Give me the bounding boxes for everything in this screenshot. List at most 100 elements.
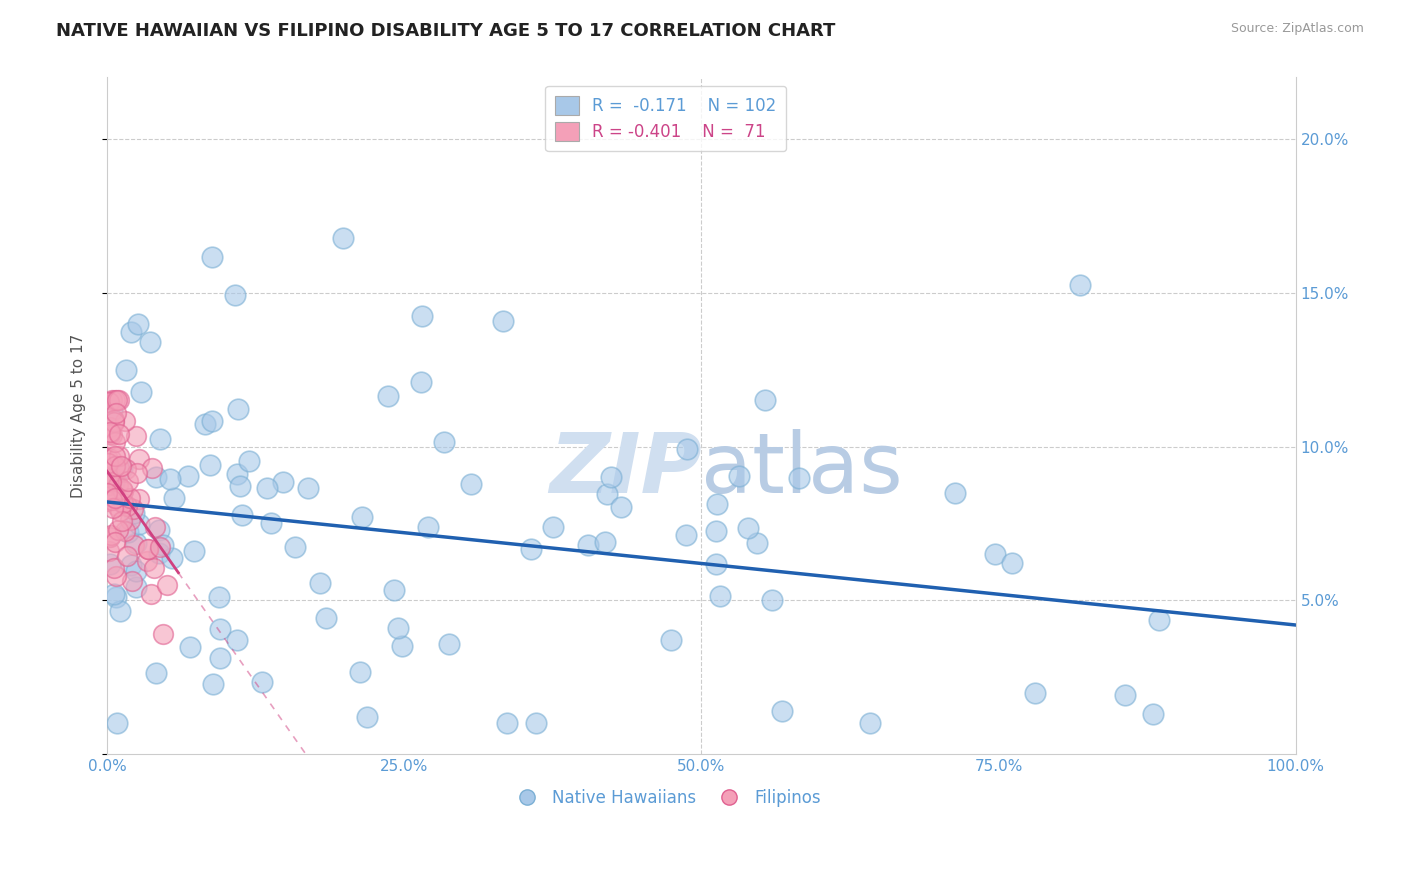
Point bbox=[104, 458, 127, 473]
Point bbox=[125, 466, 148, 480]
Point bbox=[117, 524, 139, 539]
Point bbox=[122, 538, 145, 552]
Point bbox=[149, 432, 172, 446]
Point bbox=[107, 449, 129, 463]
Point bbox=[160, 550, 183, 565]
Point bbox=[747, 535, 769, 549]
Point bbox=[111, 483, 134, 497]
Point bbox=[103, 587, 125, 601]
Point bbox=[706, 524, 728, 538]
Legend: Native Hawaiians, Filipinos: Native Hawaiians, Filipinos bbox=[503, 782, 828, 814]
Point bbox=[226, 467, 249, 481]
Point bbox=[152, 538, 174, 552]
Point bbox=[709, 590, 731, 604]
Point bbox=[107, 393, 129, 408]
Point bbox=[754, 393, 776, 408]
Point bbox=[110, 604, 132, 618]
Point bbox=[128, 517, 150, 532]
Point bbox=[208, 590, 231, 604]
Point bbox=[129, 385, 152, 400]
Text: Source: ZipAtlas.com: Source: ZipAtlas.com bbox=[1230, 22, 1364, 36]
Point bbox=[229, 478, 252, 492]
Point bbox=[105, 393, 128, 408]
Point bbox=[107, 524, 129, 538]
Point bbox=[114, 414, 136, 428]
Point bbox=[460, 477, 482, 491]
Point bbox=[201, 250, 224, 264]
Point bbox=[439, 637, 461, 651]
Point bbox=[391, 640, 413, 654]
Point bbox=[1024, 686, 1046, 700]
Point bbox=[97, 477, 120, 491]
Point bbox=[136, 554, 159, 568]
Point bbox=[120, 491, 142, 506]
Point bbox=[96, 493, 118, 508]
Point bbox=[100, 475, 122, 489]
Point bbox=[103, 475, 125, 490]
Point bbox=[98, 467, 121, 481]
Point bbox=[115, 461, 138, 475]
Point bbox=[97, 395, 120, 409]
Point bbox=[492, 314, 515, 328]
Point bbox=[271, 475, 294, 489]
Point bbox=[101, 428, 124, 442]
Text: ZIP: ZIP bbox=[548, 429, 702, 510]
Point bbox=[142, 561, 165, 575]
Point bbox=[115, 549, 138, 563]
Point bbox=[256, 481, 278, 495]
Point bbox=[284, 540, 307, 554]
Point bbox=[250, 674, 273, 689]
Point bbox=[97, 544, 120, 558]
Point bbox=[309, 575, 332, 590]
Point bbox=[120, 558, 142, 572]
Point bbox=[787, 470, 810, 484]
Point bbox=[297, 481, 319, 495]
Point bbox=[198, 458, 221, 473]
Point bbox=[356, 710, 378, 724]
Point bbox=[98, 420, 121, 434]
Point bbox=[737, 521, 759, 535]
Point bbox=[101, 403, 124, 417]
Point bbox=[193, 417, 215, 432]
Point bbox=[984, 547, 1007, 561]
Point bbox=[105, 716, 128, 731]
Point bbox=[349, 665, 371, 679]
Point bbox=[226, 632, 249, 647]
Point bbox=[1114, 689, 1136, 703]
Point bbox=[103, 491, 125, 506]
Point bbox=[101, 501, 124, 516]
Point bbox=[183, 544, 205, 558]
Point bbox=[145, 469, 167, 483]
Point bbox=[127, 317, 149, 331]
Point bbox=[411, 310, 433, 324]
Point bbox=[208, 623, 231, 637]
Point bbox=[761, 592, 783, 607]
Point bbox=[96, 486, 118, 500]
Point bbox=[1149, 613, 1171, 627]
Point bbox=[148, 523, 170, 537]
Text: NATIVE HAWAIIAN VS FILIPINO DISABILITY AGE 5 TO 17 CORRELATION CHART: NATIVE HAWAIIAN VS FILIPINO DISABILITY A… bbox=[56, 22, 835, 40]
Point bbox=[125, 536, 148, 550]
Point bbox=[159, 472, 181, 486]
Point bbox=[138, 541, 160, 556]
Point bbox=[177, 468, 200, 483]
Point bbox=[149, 540, 172, 554]
Point bbox=[97, 456, 120, 470]
Point bbox=[675, 442, 697, 457]
Point bbox=[122, 502, 145, 516]
Point bbox=[103, 413, 125, 427]
Point bbox=[377, 389, 399, 403]
Point bbox=[104, 535, 127, 549]
Point bbox=[524, 716, 547, 731]
Point bbox=[111, 461, 134, 475]
Point bbox=[136, 542, 159, 557]
Point bbox=[387, 621, 409, 635]
Point bbox=[224, 287, 246, 301]
Point bbox=[145, 665, 167, 680]
Point bbox=[675, 528, 697, 542]
Point bbox=[128, 451, 150, 466]
Point bbox=[139, 586, 162, 600]
Point bbox=[104, 393, 127, 408]
Point bbox=[114, 363, 136, 377]
Point bbox=[226, 401, 249, 416]
